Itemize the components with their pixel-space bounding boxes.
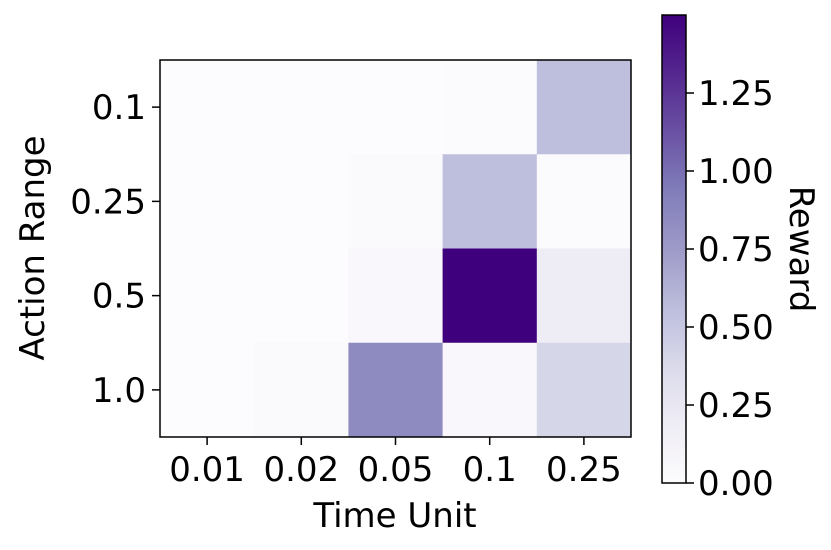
colorbar-tick-label: 0.00 bbox=[698, 464, 774, 504]
y-tick-label: 0.5 bbox=[92, 277, 146, 317]
y-axis: 0.1 0.25 0.5 1.0 bbox=[70, 88, 160, 411]
heatmap-cell bbox=[442, 60, 538, 155]
x-tick-label: 0.25 bbox=[546, 450, 622, 490]
x-axis-label: Time Unit bbox=[312, 496, 476, 536]
heatmap-cell bbox=[160, 60, 255, 155]
heatmap-cell bbox=[254, 248, 349, 344]
heatmap-cell bbox=[348, 154, 444, 249]
heatmap-cell bbox=[254, 60, 349, 155]
heatmap-cell bbox=[442, 342, 538, 438]
y-tick-label: 0.25 bbox=[70, 182, 146, 222]
heatmap-cell bbox=[348, 248, 444, 344]
colorbar-label: Reward bbox=[781, 186, 821, 313]
heatmap-cell bbox=[348, 342, 444, 438]
x-axis: 0.01 0.02 0.05 0.1 0.25 bbox=[169, 437, 622, 490]
heatmap-cell bbox=[160, 154, 255, 249]
y-tick-label: 0.1 bbox=[92, 88, 146, 128]
heatmap-cell bbox=[254, 154, 349, 249]
colorbar-gradient bbox=[661, 14, 687, 484]
y-tick-label: 1.0 bbox=[92, 371, 146, 411]
heatmap-cell bbox=[160, 342, 255, 438]
colorbar-tick-label: 1.00 bbox=[698, 152, 774, 192]
heatmap-cell bbox=[536, 342, 632, 438]
colorbar-ticks: 0.00 0.25 0.50 0.75 1.00 1.25 bbox=[686, 74, 774, 504]
x-tick-label: 0.01 bbox=[169, 450, 245, 490]
heatmap-cell bbox=[536, 60, 632, 155]
x-tick-label: 0.05 bbox=[358, 450, 434, 490]
heatmap-cell bbox=[536, 248, 632, 344]
x-tick-label: 0.1 bbox=[463, 450, 517, 490]
colorbar: 0.00 0.25 0.50 0.75 1.00 1.25 Reward bbox=[661, 14, 821, 504]
colorbar-tick-label: 1.25 bbox=[698, 74, 774, 114]
heatmap-cell bbox=[442, 154, 538, 249]
heatmap-cells bbox=[160, 60, 632, 438]
heatmap-cell bbox=[442, 248, 538, 344]
heatmap-cell bbox=[160, 248, 255, 344]
colorbar-tick-label: 0.25 bbox=[698, 386, 774, 426]
x-tick-label: 0.02 bbox=[263, 450, 339, 490]
heatmap-cell bbox=[348, 60, 444, 155]
colorbar-tick-label: 0.50 bbox=[698, 308, 774, 348]
heatmap-cell bbox=[254, 342, 349, 438]
y-axis-label: Action Range bbox=[13, 135, 53, 360]
heatmap-cell bbox=[536, 154, 632, 249]
colorbar-tick-label: 0.75 bbox=[698, 230, 774, 270]
